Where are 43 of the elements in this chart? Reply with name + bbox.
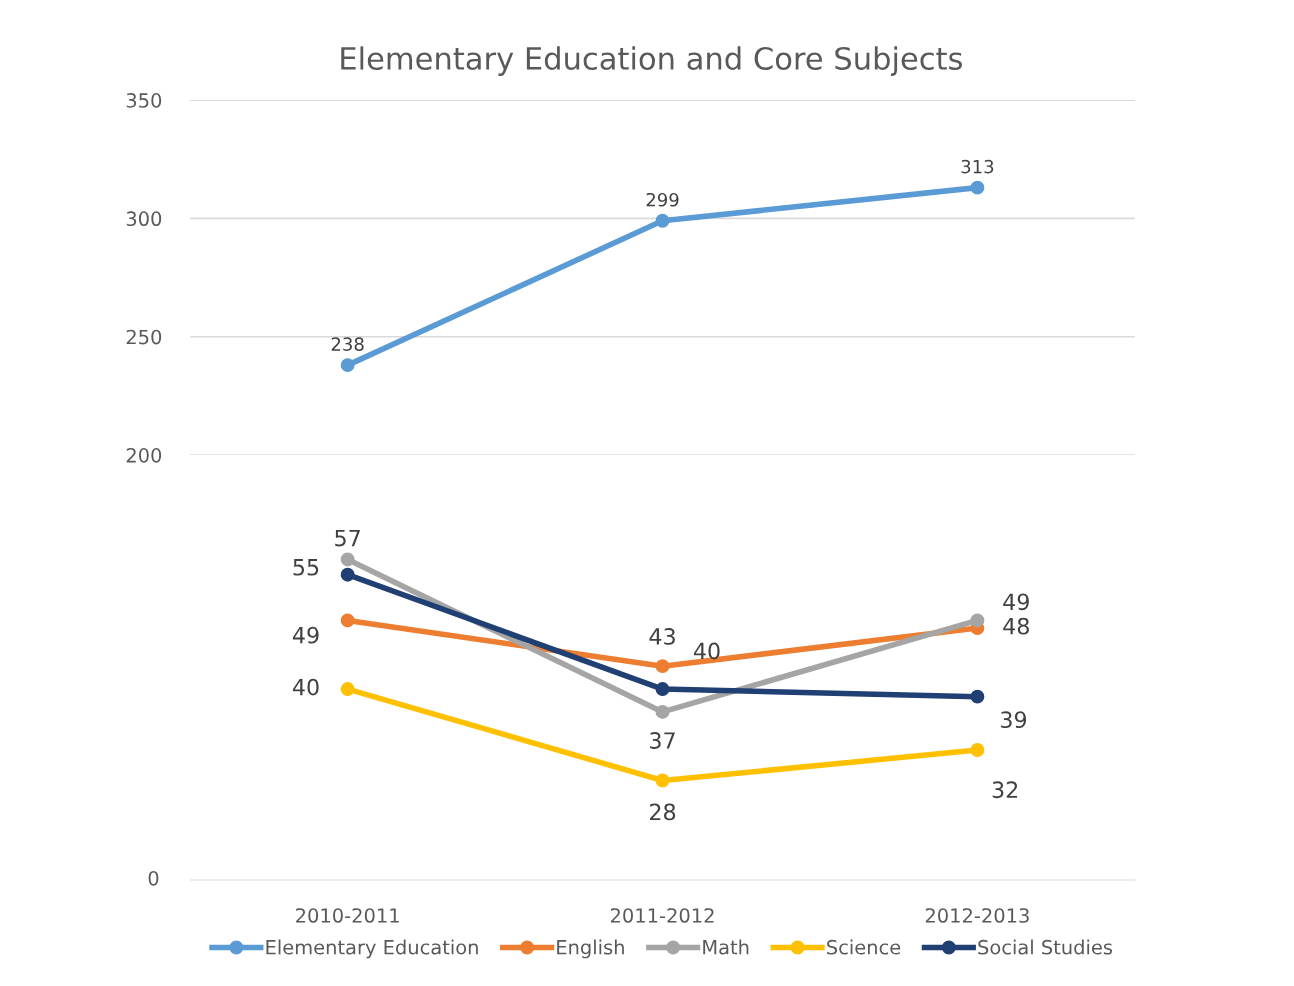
y-tick-label: 200 — [126, 447, 162, 463]
data-label: 32 — [992, 781, 1018, 799]
data-label: 28 — [650, 803, 676, 821]
data-label: 40 — [292, 678, 319, 696]
point — [655, 704, 670, 719]
chart-title: Elementary Education and Core Subjects — [341, 46, 962, 76]
point — [340, 613, 355, 628]
legend-label: Social Studies — [978, 939, 1113, 955]
point — [655, 213, 670, 228]
data-label: 299 — [646, 192, 679, 207]
data-label: 55 — [293, 559, 319, 576]
point — [655, 682, 670, 696]
point — [340, 552, 355, 567]
point — [970, 689, 985, 704]
y-tick-label: 350 — [126, 93, 162, 108]
data-label: 39 — [1001, 711, 1027, 729]
data-label: 57 — [335, 529, 360, 547]
point — [340, 358, 355, 373]
point — [970, 743, 985, 757]
x-tick-label: 2011-2012 — [610, 908, 714, 923]
data-label: 313 — [961, 159, 994, 174]
data-label: 238 — [331, 337, 364, 351]
data-label: 49 — [292, 626, 319, 644]
point — [655, 659, 670, 674]
data-label: 48 — [1003, 617, 1029, 635]
point — [970, 613, 985, 628]
legend-label: Science — [827, 939, 901, 955]
point — [340, 567, 355, 582]
point — [340, 682, 355, 696]
y-tick-label: 250 — [126, 329, 162, 345]
point — [970, 180, 985, 195]
point — [655, 773, 670, 788]
y-tick-label: 300 — [126, 211, 162, 227]
data-label: 40 — [693, 642, 720, 660]
legend-label: Math — [703, 939, 749, 955]
data-label: 43 — [649, 628, 675, 645]
x-tick-label: 2010-2011 — [296, 908, 399, 923]
legend-label: Elementary Education — [266, 939, 478, 959]
legend-label: English — [557, 939, 624, 959]
data-label: 37 — [650, 732, 675, 749]
text: 0 — [148, 870, 159, 886]
data-label: 49 — [1003, 593, 1029, 611]
x-tick-label: 2012-2013 — [925, 908, 1029, 923]
